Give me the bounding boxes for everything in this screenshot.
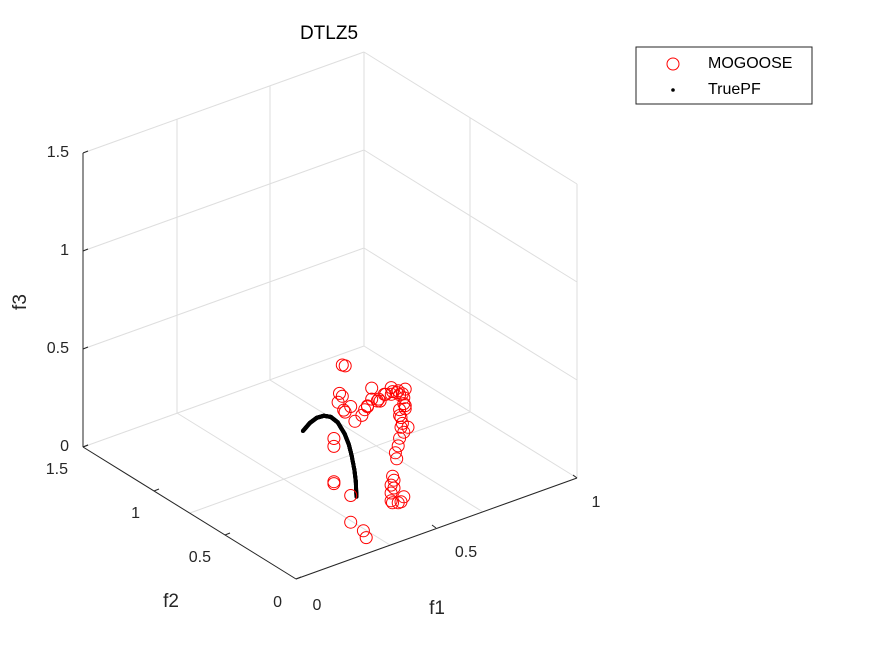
mogoose-point: [384, 478, 398, 492]
legend-label-mogoose: MOGOOSE: [708, 55, 792, 72]
y-axis-label: f2: [163, 591, 179, 612]
y-tick-label: 0: [273, 594, 282, 611]
z-axis-label: f3: [10, 294, 31, 310]
mogoose-point: [338, 359, 352, 373]
mogoose-point: [365, 381, 379, 395]
legend-marker-truepf: [671, 88, 675, 92]
mogoose-point: [384, 494, 398, 508]
legend-label-truepf: TruePF: [708, 81, 761, 98]
axis-lines: [82, 153, 578, 580]
mogoose-point: [344, 489, 358, 502]
mogoose-point: [348, 414, 362, 428]
mogoose-point: [394, 411, 408, 424]
mogoose-point: [390, 452, 404, 466]
y-tick-label: 1.5: [46, 461, 68, 478]
mogoose-point: [358, 403, 372, 417]
mogoose-point: [401, 420, 415, 434]
mogoose-point: [397, 490, 411, 504]
x-tick-label: 1: [592, 494, 601, 511]
tick-marks: [82, 150, 578, 580]
legend: MOGOOSE TruePF: [635, 46, 813, 105]
mogoose-point: [390, 386, 404, 400]
mogoose-point: [388, 446, 402, 460]
x-axis-label: f1: [429, 598, 445, 619]
y-tick-label: 1: [131, 505, 140, 522]
mogoose-point: [359, 531, 373, 545]
truepf-series: [300, 413, 359, 499]
mogoose-point: [393, 431, 407, 445]
mogoose-point: [327, 477, 341, 491]
mogoose-point: [384, 387, 398, 401]
z-tick-label: 0: [60, 438, 69, 455]
y-tick-label: 0.5: [189, 549, 211, 566]
mogoose-point: [384, 486, 398, 500]
z-tick-label: 0.5: [47, 340, 69, 357]
mogoose-point: [386, 496, 399, 510]
mogoose-point: [344, 515, 358, 529]
z-tick-label: 1: [60, 242, 69, 259]
axes-box: [82, 51, 578, 580]
mogoose-point: [393, 403, 407, 417]
legend-marker-mogoose: [666, 57, 680, 71]
chart-title: DTLZ5: [300, 23, 358, 44]
legend-box: [635, 46, 813, 105]
mogoose-point: [365, 392, 379, 406]
mogoose-point: [356, 524, 370, 538]
mogoose-point: [327, 432, 341, 445]
mogoose-point: [391, 439, 405, 453]
mogoose-point: [327, 439, 341, 453]
mogoose-point: [337, 403, 351, 417]
x-tick-label: 0: [313, 597, 322, 614]
z-tick-label: 1.5: [47, 144, 69, 161]
mogoose-point: [398, 382, 412, 396]
x-tick-label: 0.5: [455, 544, 477, 561]
mogoose-point: [344, 400, 358, 413]
mogoose-point: [398, 402, 412, 416]
mogoose-point: [397, 391, 411, 405]
mogoose-point: [386, 385, 400, 399]
mogoose-point: [370, 394, 384, 408]
mogoose-point: [333, 386, 346, 400]
mogoose-series: [327, 358, 415, 545]
